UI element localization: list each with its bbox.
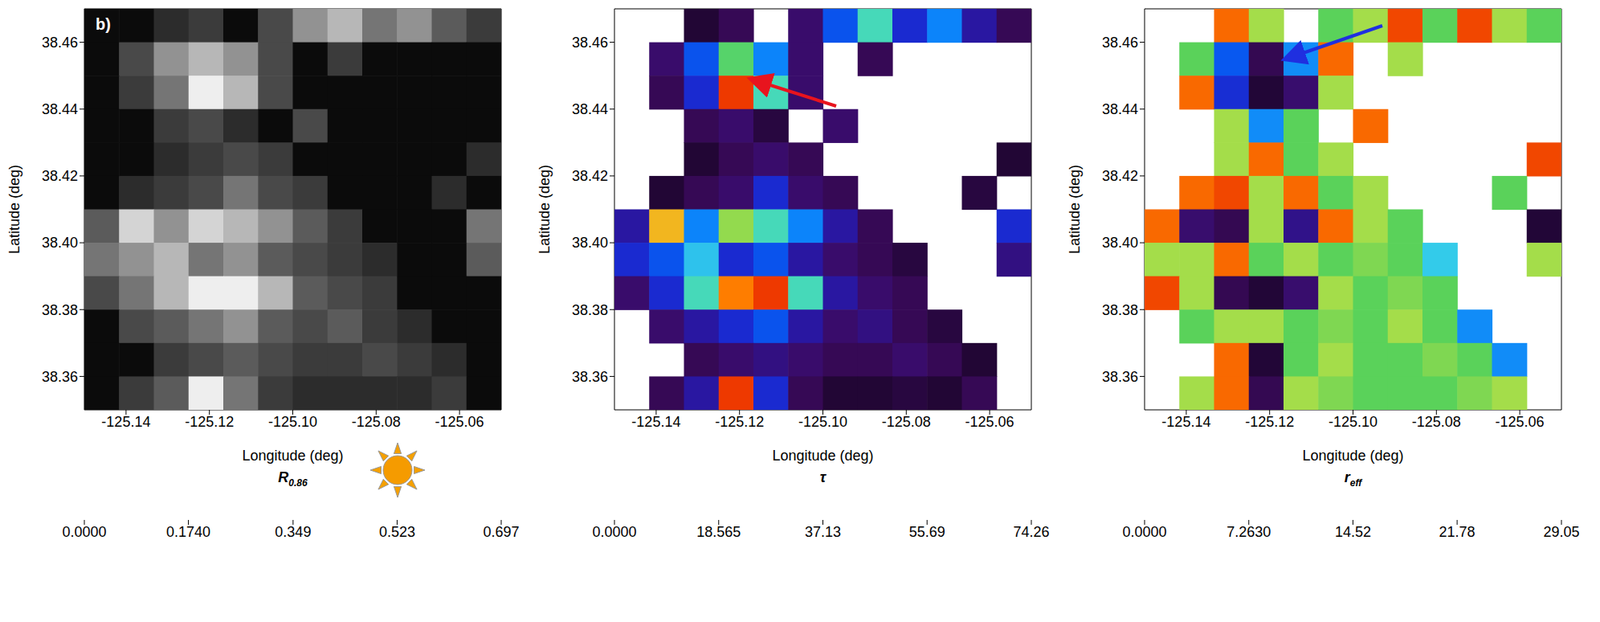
svg-text:-125.12: -125.12	[714, 413, 764, 430]
svg-text:Latitude (deg): Latitude (deg)	[1066, 164, 1083, 254]
svg-text:38.38: 38.38	[571, 302, 609, 319]
html-text:R0.86: R0.86	[278, 469, 308, 489]
svg-text:0.1740: 0.1740	[166, 523, 211, 540]
svg-text:0.349: 0.349	[274, 523, 311, 540]
svg-text:Longitude (deg): Longitude (deg)	[771, 447, 874, 464]
svg-text:-125.10: -125.10	[798, 413, 848, 430]
svg-text:-125.06: -125.06	[965, 413, 1015, 430]
svg-text:38.46: 38.46	[1102, 34, 1139, 51]
svg-text:18.565: 18.565	[696, 523, 741, 540]
svg-text:-125.08: -125.08	[881, 413, 931, 430]
svg-text:38.36: 38.36	[41, 368, 78, 385]
svg-text:-125.10: -125.10	[1328, 413, 1378, 430]
svg-text:0.697: 0.697	[482, 523, 519, 540]
svg-text:38.36: 38.36	[1102, 368, 1139, 385]
svg-text:38.40: 38.40	[41, 234, 78, 251]
svg-text:Longitude (deg): Longitude (deg)	[241, 447, 343, 464]
html-text:τ: τ	[819, 469, 826, 486]
svg-text:38.44: 38.44	[1102, 101, 1139, 118]
svg-text:38.46: 38.46	[571, 34, 609, 51]
svg-text:-125.06: -125.06	[435, 413, 485, 430]
svg-text:38.38: 38.38	[1102, 302, 1139, 319]
svg-text:38.38: 38.38	[41, 302, 78, 319]
html-text:b): b)	[95, 15, 111, 33]
svg-text:-125.08: -125.08	[1412, 413, 1462, 430]
svg-text:-125.14: -125.14	[101, 413, 151, 430]
svg-text:38.36: 38.36	[571, 368, 609, 385]
svg-text:-125.12: -125.12	[1244, 413, 1294, 430]
svg-text:14.52: 14.52	[1334, 523, 1372, 540]
svg-text:7.2630: 7.2630	[1226, 523, 1271, 540]
svg-text:38.42: 38.42	[41, 167, 78, 184]
svg-text:-125.06: -125.06	[1495, 413, 1545, 430]
svg-text:38.42: 38.42	[571, 167, 609, 184]
svg-text:-125.10: -125.10	[268, 413, 318, 430]
svg-text:74.26: 74.26	[1012, 523, 1049, 540]
svg-text:38.44: 38.44	[41, 101, 78, 118]
svg-text:0.0000: 0.0000	[591, 523, 637, 540]
svg-text:38.40: 38.40	[571, 234, 609, 251]
svg-text:38.40: 38.40	[1102, 234, 1139, 251]
html-text:reff: reff	[1344, 469, 1362, 489]
svg-text:-125.14: -125.14	[631, 413, 681, 430]
svg-text:-125.12: -125.12	[184, 413, 234, 430]
svg-text:29.05: 29.05	[1542, 523, 1580, 540]
svg-text:38.44: 38.44	[571, 101, 609, 118]
svg-text:-125.08: -125.08	[351, 413, 401, 430]
svg-text:-125.14: -125.14	[1161, 413, 1211, 430]
svg-text:0.0000: 0.0000	[1122, 523, 1167, 540]
svg-text:38.42: 38.42	[1102, 167, 1139, 184]
svg-text:Latitude (deg): Latitude (deg)	[536, 164, 553, 254]
svg-text:Latitude (deg): Latitude (deg)	[6, 164, 23, 254]
svg-text:0.523: 0.523	[379, 523, 416, 540]
svg-text:37.13: 37.13	[804, 523, 841, 540]
svg-text:0.0000: 0.0000	[61, 523, 107, 540]
svg-text:55.69: 55.69	[909, 523, 946, 540]
svg-text:Longitude (deg): Longitude (deg)	[1302, 447, 1404, 464]
svg-text:21.78: 21.78	[1439, 523, 1476, 540]
svg-text:38.46: 38.46	[41, 34, 78, 51]
